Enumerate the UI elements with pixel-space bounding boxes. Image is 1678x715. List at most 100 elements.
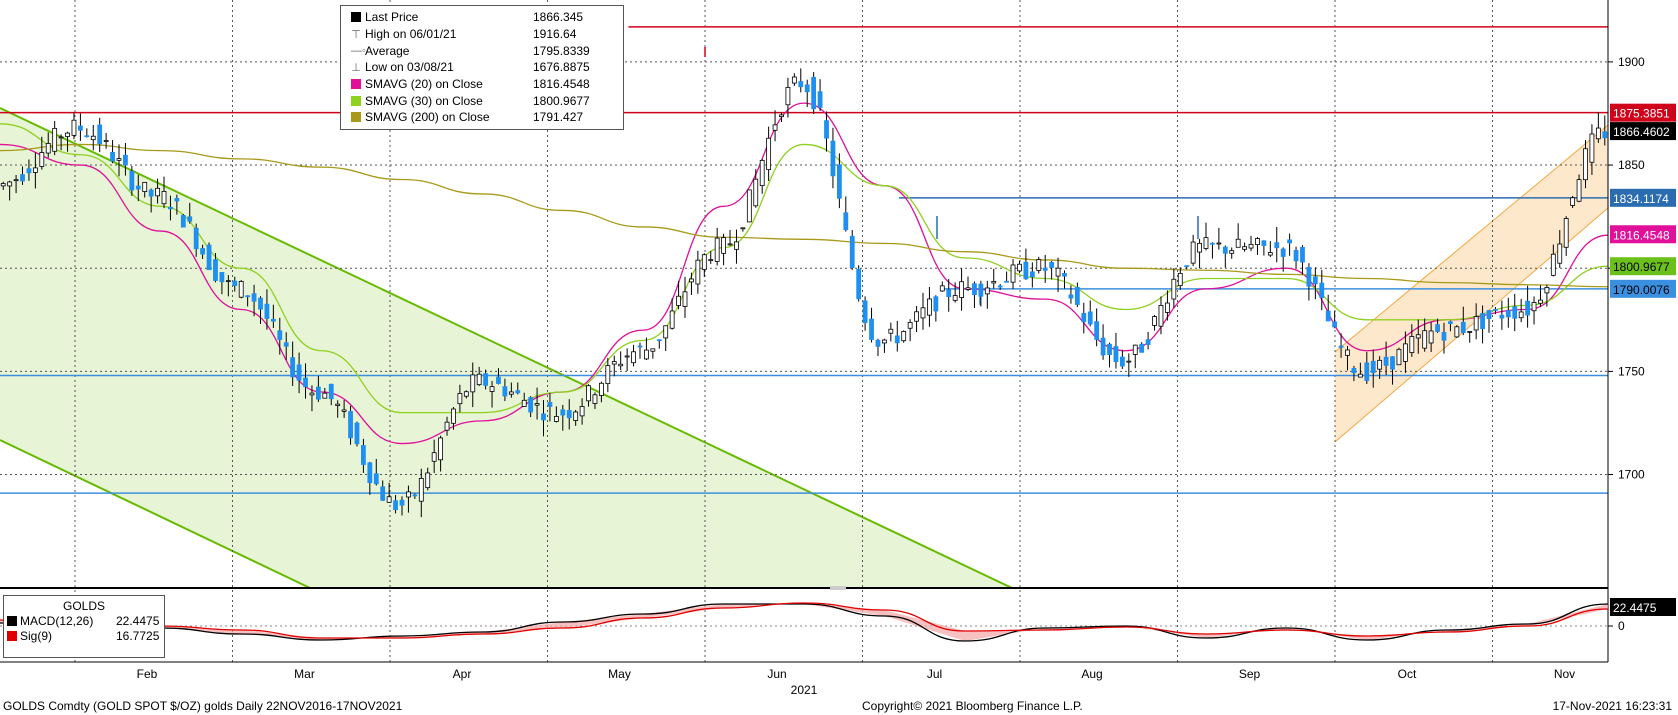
candle-body	[245, 295, 251, 298]
candle-body	[824, 120, 829, 139]
price-tag	[1610, 103, 1676, 122]
candle-body	[406, 491, 411, 498]
footer-security: GOLDS Comdty (GOLD SPOT $/OZ) golds Dail…	[3, 699, 403, 713]
x-tick-label: Jun	[767, 667, 786, 681]
candle-body	[1383, 356, 1389, 366]
legend-value: 1791.427	[533, 110, 584, 125]
candle-body	[1589, 133, 1595, 163]
candle-body	[438, 437, 443, 461]
candle-body	[161, 191, 167, 205]
candle-body	[927, 298, 932, 316]
candle-body	[431, 452, 437, 462]
x-tick-label: Nov	[1554, 667, 1575, 681]
candle-body	[380, 486, 386, 501]
price-tag-label: 1816.4548	[1613, 228, 1670, 242]
candle-body	[1351, 367, 1357, 374]
candle-body	[399, 499, 405, 506]
candle-body	[965, 287, 971, 290]
macd-zero-label: 0	[1618, 619, 1625, 633]
candle-body	[1512, 306, 1518, 319]
candle-body	[1248, 243, 1254, 249]
candle-body	[470, 374, 476, 393]
candle-body	[1126, 360, 1132, 363]
x-tick-label: Jul	[927, 667, 942, 681]
down-channel-lower	[0, 439, 311, 588]
candle-body	[373, 473, 379, 485]
legend-label: Average	[365, 43, 410, 58]
candle-body	[1493, 309, 1498, 311]
candle-body	[335, 403, 341, 406]
candle-body	[836, 164, 842, 199]
candle-body	[116, 158, 122, 161]
candle-body	[322, 392, 328, 399]
candle-body	[1049, 262, 1055, 268]
candle-body	[20, 174, 25, 182]
legend-swatch	[351, 12, 361, 23]
candle-body	[418, 478, 424, 502]
candle-body	[187, 216, 193, 222]
candle-body	[496, 376, 501, 384]
candle-body	[656, 339, 662, 342]
candle-body	[701, 254, 707, 270]
candle-body	[71, 119, 77, 136]
legend-symbol-icon: ⊥	[351, 61, 361, 74]
candle-body	[515, 390, 521, 394]
candle-body	[1370, 360, 1376, 374]
candle-body	[566, 410, 572, 419]
candle-body	[1229, 250, 1235, 254]
candle-body	[309, 392, 315, 396]
macd-legend: GOLDS MACD(12,26) 22.4475 Sig(9) 16.7725	[3, 595, 165, 658]
panel-drag-handle[interactable]	[830, 586, 846, 590]
candle-body	[361, 445, 366, 465]
candle-body	[483, 373, 489, 386]
price-tag-label: 1834.1174	[1613, 192, 1669, 206]
candle-body	[1029, 271, 1035, 278]
candle-body	[367, 462, 373, 484]
legend-row: —◦ Average 1795.8339	[345, 42, 623, 59]
candle-body	[624, 355, 630, 358]
candle-body	[1312, 276, 1318, 285]
candle-body	[1094, 321, 1100, 340]
candle-body	[882, 339, 887, 344]
candle-body	[1583, 148, 1588, 181]
price-tag-label: 1790.0076	[1613, 283, 1670, 297]
candle-body	[1280, 248, 1286, 257]
candle-body	[573, 411, 579, 421]
candle-body	[1441, 332, 1447, 341]
candle-body	[78, 125, 83, 131]
candle-body	[1274, 242, 1280, 249]
candle-body	[798, 81, 804, 88]
macd-tag-label: 22.4475	[1613, 601, 1657, 615]
candle-body	[1357, 373, 1363, 378]
candle-body	[637, 345, 643, 348]
candle-body	[1332, 321, 1338, 328]
candle-body	[1081, 312, 1087, 323]
candle-body	[1422, 330, 1428, 349]
candle-body	[843, 212, 849, 231]
footer-copyright: Copyright© 2021 Bloomberg Finance L.P.	[862, 699, 1083, 713]
candle-body	[110, 151, 115, 162]
candle-body	[1023, 261, 1029, 280]
candle-body	[1409, 336, 1415, 353]
candle-body	[811, 76, 817, 110]
candle-body	[746, 189, 752, 223]
candle-body	[1454, 326, 1460, 338]
candle-body	[1177, 272, 1183, 287]
candle-body	[1158, 305, 1164, 327]
legend-value: 1916.64	[533, 27, 577, 42]
candle-body	[1074, 286, 1080, 305]
legend-row: SMAVG (20) on Close 1816.4548	[345, 76, 623, 93]
legend-value: 1800.9677	[533, 93, 590, 108]
candle-body	[283, 342, 289, 347]
candle-body	[1100, 337, 1106, 356]
candle-body	[676, 295, 681, 306]
trend-channels	[0, 107, 1608, 588]
up-channel-upper	[1334, 124, 1608, 353]
candle-body	[296, 364, 302, 381]
candle-body	[1435, 324, 1440, 332]
signal-legend-value: 16.7725	[116, 628, 160, 643]
candle-body	[817, 91, 823, 108]
candle-body	[90, 135, 96, 141]
x-axis: Feb Mar Apr May Jun Jul Aug Sep Oct Nov 2021	[137, 667, 1576, 697]
candle-body	[1563, 218, 1569, 248]
